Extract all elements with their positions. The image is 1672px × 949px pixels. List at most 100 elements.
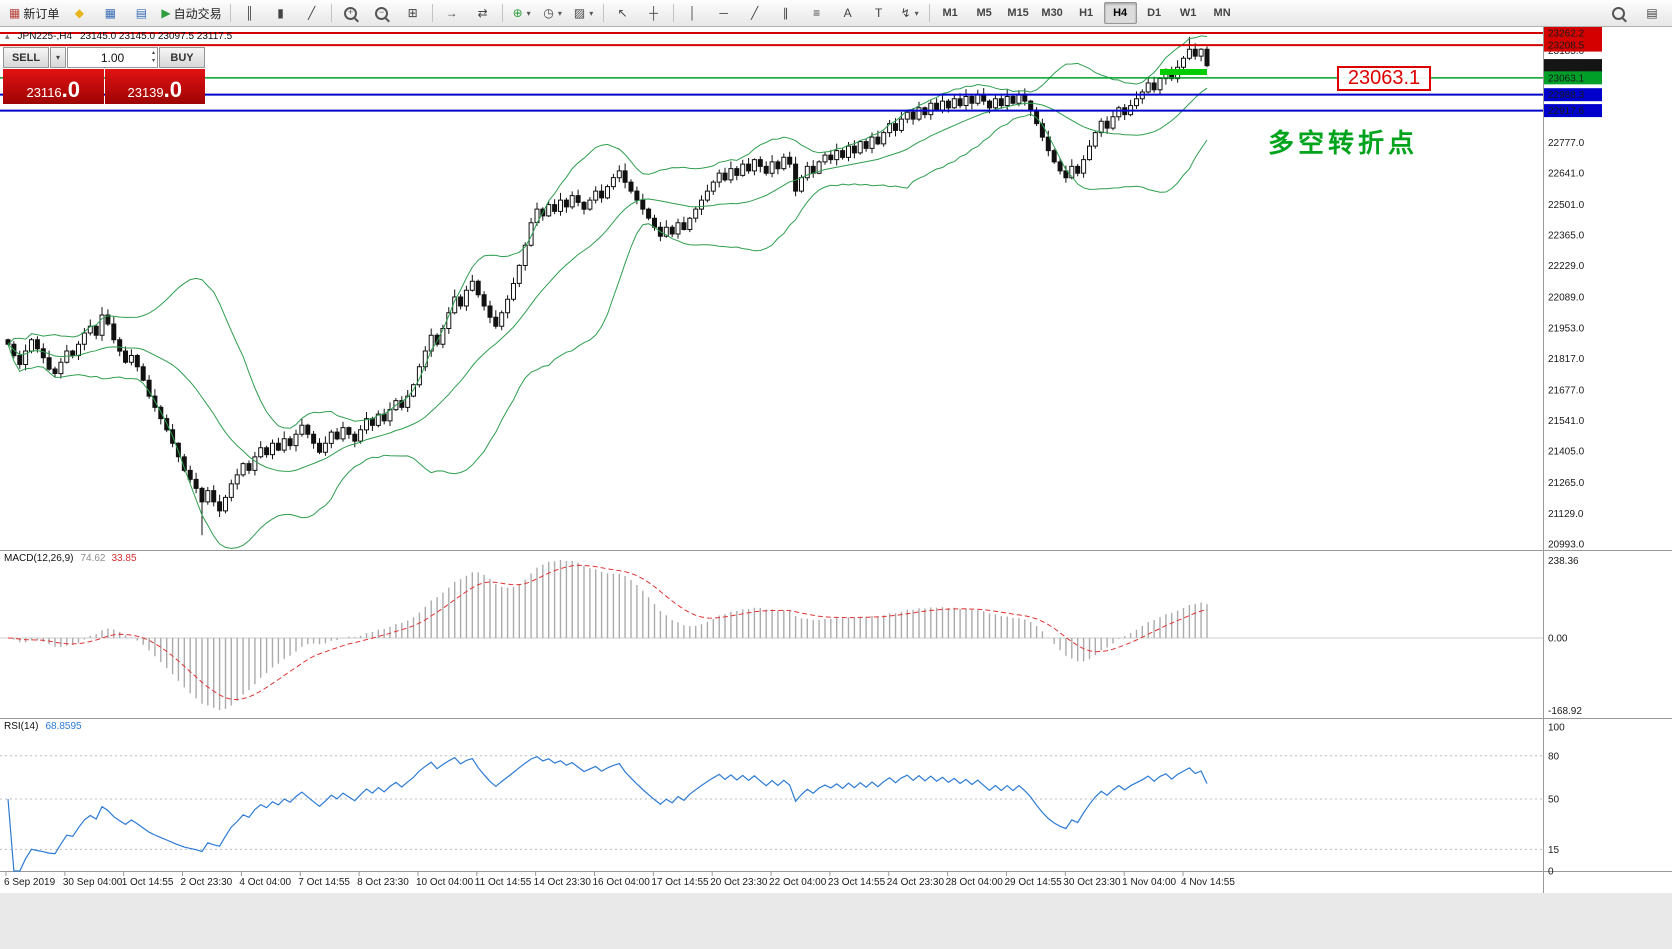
sell-button[interactable]: SELL — [3, 47, 49, 68]
x-axis-label: 1 Oct 14:55 — [122, 877, 174, 888]
channel-button[interactable]: ∥ — [771, 1, 801, 25]
timeframe-w1-button[interactable]: W1 — [1179, 7, 1197, 19]
y-axis-tag — [1544, 104, 1602, 118]
navigator-icon: ▤ — [135, 6, 148, 20]
trendline-button[interactable]: ╱ — [740, 1, 770, 25]
zoom-out-button[interactable]: − — [367, 1, 397, 25]
bar-chart-icon: ║ — [245, 6, 254, 20]
y-axis-tick: 22641.0 — [1548, 168, 1585, 179]
chart-shift-button[interactable]: ⇄ — [468, 1, 498, 25]
vertical-line-button[interactable]: │ — [678, 1, 708, 25]
timeframe-d1-button[interactable]: D1 — [1147, 7, 1162, 19]
volume-stepper[interactable]: ▴ ▾ — [152, 49, 155, 65]
autotrading-button[interactable]: ▶ 自动交易 — [157, 1, 225, 25]
bollinger-upper-band — [7, 35, 1208, 429]
navigator-button[interactable]: ▤ — [126, 1, 156, 25]
metaeditor-button[interactable]: ◆ — [64, 1, 94, 25]
crosshair-button[interactable]: ┼ — [639, 1, 669, 25]
buy-button[interactable]: BUY — [159, 47, 205, 68]
macd-axis-label: 238.36 — [1548, 556, 1579, 567]
chart-title-overlay: ▴ JPN225-,H4 23145.0 23145.0 23097.5 231… — [5, 31, 232, 42]
arrows-button[interactable]: ↯ ▾ — [895, 1, 925, 25]
one-click-toggle-icon[interactable]: ▴ — [5, 31, 10, 41]
x-axis-label: 7 Oct 14:55 — [298, 877, 350, 888]
toolbar-right-group: ▤ — [1603, 1, 1667, 25]
new-order-button[interactable]: ▦ 新订单 — [5, 1, 63, 25]
y-axis-tick: 21541.0 — [1548, 416, 1585, 427]
new-order-icon: ▦ — [9, 6, 21, 20]
buy-price-panel[interactable]: 23139.0 — [104, 69, 205, 104]
rsi-axis-label: 80 — [1548, 751, 1560, 762]
bearish-candles — [5, 48, 1210, 512]
tile-windows-button[interactable]: ⊞ — [398, 1, 428, 25]
templates-button[interactable]: ▨ ▾ — [569, 1, 599, 25]
x-axis-label: 14 Oct 23:30 — [534, 877, 592, 888]
y-axis-tick: 21405.0 — [1548, 447, 1585, 458]
x-axis-label: 1 Nov 04:00 — [1122, 877, 1176, 888]
rsi-indicator-label: RSI(14) 68.8595 — [4, 721, 82, 732]
toolbar-separator — [330, 4, 332, 22]
periods-button[interactable]: ◷ ▾ — [538, 1, 568, 25]
x-axis-label: 30 Sep 04:00 — [63, 877, 123, 888]
x-axis-label: 30 Oct 23:30 — [1063, 877, 1121, 888]
volume-dropdown-button[interactable]: ▾ — [50, 47, 66, 68]
x-axis-label: 16 Oct 04:00 — [593, 877, 651, 888]
text-label-button[interactable]: T — [864, 1, 894, 25]
x-axis-label: 2 Oct 23:30 — [181, 877, 233, 888]
chart-canvas[interactable]: 23185.022777.022641.022501.022365.022229… — [0, 27, 1672, 949]
arrows-icon: ↯ — [900, 6, 911, 20]
x-axis-label: 28 Oct 04:00 — [946, 877, 1004, 888]
toolbar-separator — [229, 4, 231, 22]
search-button[interactable] — [1603, 1, 1633, 25]
chart-shift-icon: ⇄ — [477, 6, 488, 20]
bullish-candles — [23, 48, 1204, 512]
fibonacci-button[interactable]: ≡ — [802, 1, 832, 25]
y-axis-tick: 22089.0 — [1548, 293, 1585, 304]
vertical-line-icon: │ — [688, 6, 697, 20]
symbol-period-label: JPN225-,H4 — [17, 31, 72, 42]
auto-scroll-button[interactable]: → — [437, 1, 467, 25]
x-axis-label: 10 Oct 04:00 — [416, 877, 474, 888]
y-axis-tag-label: 22917.6 — [1548, 106, 1585, 117]
timeframe-mn-button[interactable]: MN — [1213, 7, 1231, 19]
price-level-callout: 23063.1 — [1337, 66, 1431, 91]
metaeditor-icon: ◆ — [74, 6, 84, 20]
macd-signal-value: 33.85 — [111, 553, 137, 564]
timeframe-m30-button[interactable]: M30 — [1041, 7, 1063, 19]
timeframe-m15-button[interactable]: M15 — [1007, 7, 1029, 19]
window-list-button[interactable]: ▤ — [1637, 1, 1667, 25]
volume-value: 1.00 — [100, 50, 125, 65]
x-axis-label: 20 Oct 23:30 — [710, 877, 768, 888]
indicators-button[interactable]: ⊕ ▾ — [507, 1, 537, 25]
y-axis-tick: 22229.0 — [1548, 261, 1585, 272]
y-axis-tag-label: 22988.3 — [1548, 90, 1585, 101]
x-axis-label: 29 Oct 14:55 — [1004, 877, 1062, 888]
sell-price-fraction: .0 — [61, 77, 81, 102]
y-axis-tick: 21129.0 — [1548, 509, 1584, 520]
timeframe-m1-button[interactable]: M1 — [942, 7, 958, 19]
timeframe-h4-button[interactable]: H4 — [1103, 2, 1137, 24]
turning-point-note: 多空转折点 — [1268, 128, 1419, 158]
horizontal-line-button[interactable]: ─ — [709, 1, 739, 25]
text-icon: A — [843, 6, 852, 20]
volume-input[interactable]: 1.00 ▴ ▾ — [67, 47, 158, 68]
timeframe-h1-button[interactable]: H1 — [1079, 7, 1094, 19]
sell-price-panel[interactable]: 23116.0 — [3, 69, 104, 104]
x-axis-label: 17 Oct 14:55 — [651, 877, 709, 888]
candlestick-chart-button[interactable]: ▮ — [266, 1, 296, 25]
zoom-out-icon: − — [375, 6, 389, 20]
cursor-icon: ↖ — [617, 6, 628, 20]
zoom-in-button[interactable]: + — [336, 1, 366, 25]
timeframe-m5-button[interactable]: M5 — [976, 7, 992, 19]
line-chart-button[interactable]: ╱ — [297, 1, 327, 25]
rsi-axis-label: 0 — [1548, 867, 1554, 878]
text-button[interactable]: A — [833, 1, 863, 25]
line-chart-icon: ╱ — [307, 6, 316, 20]
toolbar-separator — [431, 4, 433, 22]
bar-chart-button[interactable]: ║ — [235, 1, 265, 25]
rsi-name: RSI(14) — [4, 721, 39, 732]
cursor-button[interactable]: ↖ — [608, 1, 638, 25]
x-axis-label: 22 Oct 04:00 — [769, 877, 827, 888]
market-watch-button[interactable]: ▦ — [95, 1, 125, 25]
candle-wicks — [7, 36, 1208, 536]
